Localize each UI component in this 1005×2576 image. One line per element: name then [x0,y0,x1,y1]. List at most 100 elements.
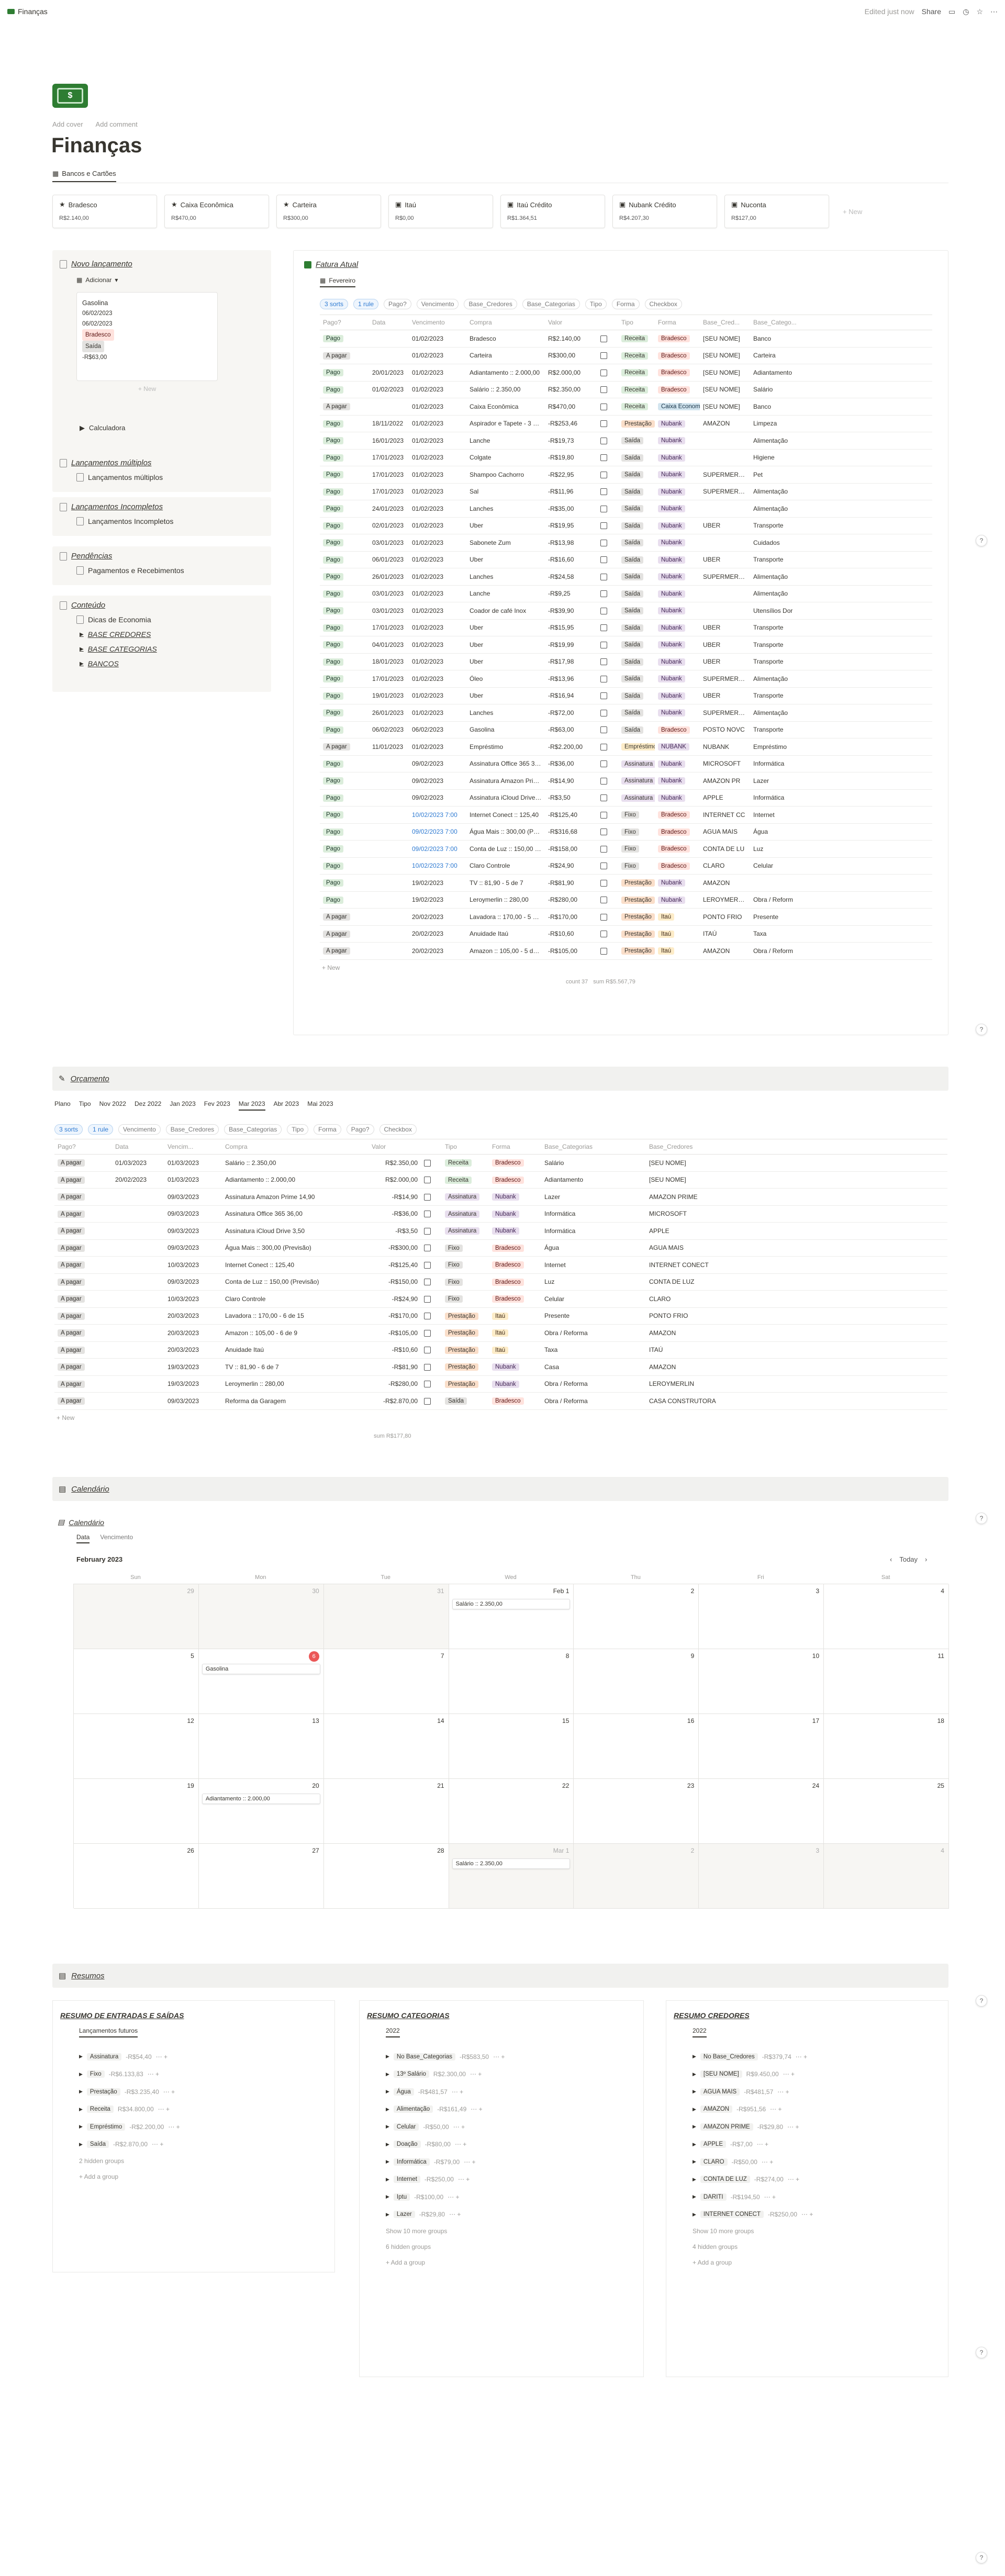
share-button[interactable]: Share [921,7,941,16]
group-row[interactable]: ▶ Lazer -R$29,80 ⋯ + [386,2206,505,2224]
status-badge[interactable]: A pagar [58,1244,85,1252]
triangle-icon[interactable]: ▶ [386,2211,389,2217]
checkbox[interactable] [600,641,607,648]
more-icon[interactable]: ⋯ + [163,2088,175,2096]
add-cover-button[interactable]: Add cover [52,120,83,128]
checkbox[interactable] [600,352,607,360]
more-icon[interactable]: ⋯ + [158,2105,170,2113]
calendar-day[interactable]: 24 [699,1779,824,1844]
calendar-day[interactable]: 26 [74,1844,199,1909]
status-badge[interactable]: A pagar [323,352,350,360]
multi-item[interactable]: Lançamentos múltiplos [88,473,163,481]
pend-title[interactable]: Pendências [71,552,113,561]
calendario-sub[interactable]: Calendário [69,1518,104,1527]
group-row[interactable]: ▶ 13º Salário R$2.300,00 ⋯ + [386,2066,505,2084]
table-row[interactable]: Pago 09/02/2023 Assinatura iCloud Drive 3,… [320,790,932,807]
triangle-icon[interactable]: ▶ [693,2176,696,2182]
calendar-day[interactable]: 5 [74,1649,199,1714]
triangle-icon[interactable]: ▶ [79,2106,83,2112]
table-row[interactable]: Pago 26/01/2023 01/02/2023 Lanches -R$72,00 S… [320,704,932,722]
calendar-day[interactable]: 2 [574,1844,699,1909]
status-badge[interactable]: A pagar [58,1346,85,1354]
triangle-icon[interactable]: ▶ [386,2089,389,2095]
help-button[interactable]: ? [976,2552,987,2563]
more-icon[interactable]: ⋯ + [756,2141,769,2148]
card-bradesco[interactable]: ★ Bradesco R$2.140,00 [52,195,157,228]
new-row-button[interactable]: + New [57,1414,75,1421]
table-row[interactable]: A pagar 09/03/2023 Conta de Luz :: 150,00 … [54,1274,947,1291]
table-row[interactable]: Pago 03/01/2023 01/02/2023 Sabonete Zum -R$1… [320,534,932,552]
resumo-title[interactable]: RESUMO CATEGORIAS [367,2011,450,2020]
group-row[interactable]: ▶ Água -R$481,57 ⋯ + [386,2083,505,2101]
group-row[interactable]: ▶ Internet -R$250,00 ⋯ + [386,2171,505,2189]
status-badge[interactable]: Pago [323,624,343,632]
triangle-icon[interactable]: ▶ [80,660,84,667]
status-badge[interactable]: Pago [323,726,343,734]
table-row[interactable]: Pago 01/02/2023 01/02/2023 Salário :: 2.350… [320,382,932,398]
status-badge[interactable]: Pago [323,828,343,836]
filter-pill[interactable]: Forma [314,1124,341,1135]
triangle-icon[interactable]: ▶ [693,2124,696,2130]
more-icon[interactable]: ⋯ + [787,2176,800,2183]
page-icon[interactable]: $ [52,84,88,108]
status-badge[interactable]: Pago [323,556,343,564]
table-row[interactable]: Pago 19/02/2023 Leroymerlin :: 280,00 -R$28… [320,892,932,909]
base-credores-link[interactable]: BASE CREDORES [87,630,151,639]
triangle-icon[interactable]: ▶ [80,646,84,652]
calendar-day[interactable]: 8 [449,1649,574,1714]
more-icon[interactable]: ⋯ + [453,2123,465,2131]
calendar-day[interactable]: Feb 1 Salário :: 2.350,00 [449,1584,574,1649]
calendar-day[interactable]: 4 [824,1584,949,1649]
card-nubank-credito[interactable]: ▣ Nubank Crédito R$4.207,30 [612,195,717,228]
checkbox[interactable] [600,607,607,614]
group-row[interactable]: ▶ Doação -R$80,00 ⋯ + [386,2136,505,2154]
calendar-day[interactable]: 6 Gasolina [198,1649,324,1714]
triangle-icon[interactable]: ▶ [386,2141,389,2147]
calendar-event[interactable]: Adiantamento :: 2.000,00 [202,1794,320,1804]
rule-filter[interactable]: 1 rule [353,299,379,309]
calendar-day[interactable]: 29 [74,1584,199,1649]
table-row[interactable]: Pago 19/01/2023 01/02/2023 Uber -R$16,94 Saíd… [320,688,932,704]
table-row[interactable]: A pagar 09/03/2023 Assinatura Amazon Prime… [54,1189,947,1206]
table-row[interactable]: A pagar 20/02/2023 Anuidade Itaú -R$10,60 Pr… [320,926,932,943]
checkbox[interactable] [600,369,607,376]
table-row[interactable]: Pago 02/01/2023 01/02/2023 Uber -R$19,95 Saíd… [320,518,932,534]
checkbox[interactable] [600,845,607,853]
base-categorias-link[interactable]: BASE CATEGORIAS [87,645,157,653]
group-row[interactable]: ▶ AMAZON PRIME -R$29,80 ⋯ + [693,2118,813,2136]
help-button[interactable]: ? [976,1513,987,1524]
help-button[interactable]: ? [976,1995,987,2007]
filter-pill[interactable]: 3 sorts [54,1124,83,1135]
triangle-icon[interactable]: ▶ [79,2124,83,2130]
status-badge[interactable]: A pagar [323,743,350,751]
table-row[interactable]: Pago 10/02/2023 7:00 Claro Controle -R$24,9… [320,858,932,875]
column-header[interactable]: Data [372,319,386,326]
checkbox[interactable] [600,709,607,716]
card-nuconta[interactable]: ▣ Nuconta R$127,00 [724,195,829,228]
table-row[interactable]: Pago 19/02/2023 TV :: 81,90 - 5 de 7 -R$81,… [320,875,932,892]
novo-title[interactable]: Novo lançamento [71,260,132,268]
group-row[interactable]: ▶ Receita R$34.800,00 ⋯ + [79,2101,180,2119]
triangle-icon[interactable]: ▶ [386,2194,389,2200]
filter-pill[interactable]: Pago? [346,1124,374,1135]
checkbox[interactable] [424,1347,431,1354]
orcamento-tab[interactable]: Nov 2022 [99,1100,126,1107]
group-footer-more[interactable]: Show 10 more groups [693,2227,754,2235]
filter-pill[interactable]: Checkbox [379,1124,417,1135]
checkbox[interactable] [600,471,607,478]
checkbox[interactable] [600,931,607,938]
table-row[interactable]: A pagar 11/01/2023 01/02/2023 Empréstimo -R$… [320,738,932,756]
checkbox[interactable] [600,863,607,870]
status-badge[interactable]: A pagar [323,947,350,955]
status-badge[interactable]: A pagar [58,1312,85,1320]
triangle-icon[interactable]: ▶ [693,2054,696,2059]
dicas-link[interactable]: Dicas de Economia [88,615,151,624]
group-row[interactable]: ▶ Fixo -R$6.133,83 ⋯ + [79,2066,180,2084]
more-icon[interactable]: ⋯ + [464,2158,476,2166]
status-badge[interactable]: Pago [323,607,343,615]
orcamento-tab[interactable]: Plano [54,1100,71,1107]
forma-filter[interactable]: Forma [611,299,640,309]
status-badge[interactable]: Pago [323,488,343,496]
orcamento-tab[interactable]: Tipo [79,1100,91,1107]
calendar-day[interactable]: 18 [824,1714,949,1779]
